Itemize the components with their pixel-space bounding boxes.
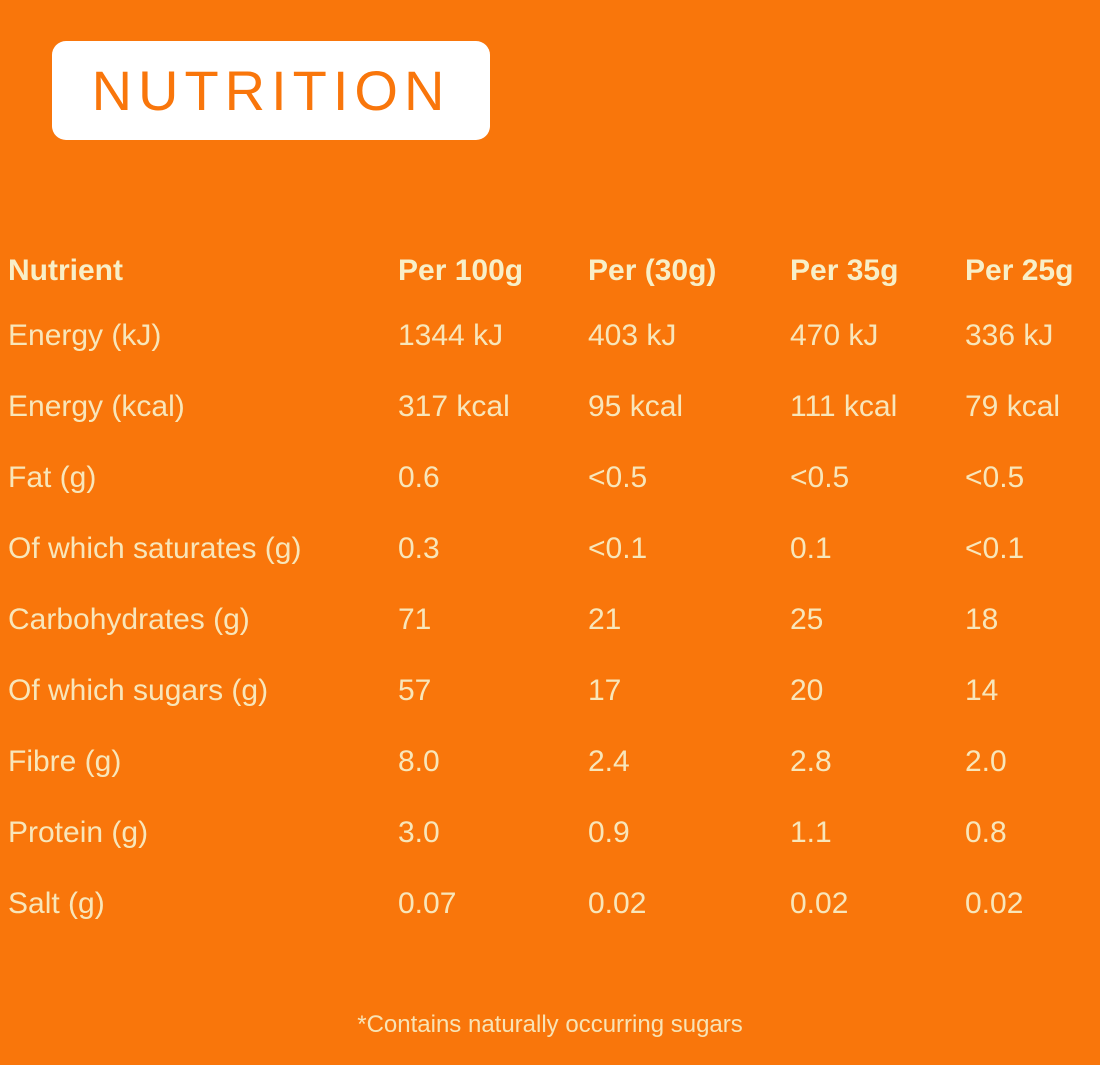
page-title: NUTRITION	[91, 59, 451, 122]
row-value: 0.02	[790, 886, 849, 920]
row-label: Energy (kJ)	[8, 318, 162, 352]
row-value: 0.07	[398, 886, 457, 920]
row-label: Of which saturates (g)	[8, 531, 302, 565]
row-label: Energy (kcal)	[8, 389, 185, 423]
row-value: 2.4	[588, 744, 630, 778]
row-value: <0.5	[965, 460, 1025, 494]
row-value: 3.0	[398, 815, 440, 849]
row-label: Carbohydrates (g)	[8, 602, 250, 636]
row-value: 1.1	[790, 815, 832, 849]
row-value: 0.02	[965, 886, 1024, 920]
row-value: 0.3	[398, 531, 440, 565]
row-value: 2.8	[790, 744, 832, 778]
row-value: 403 kJ	[588, 318, 677, 352]
row-value: 0.1	[790, 531, 832, 565]
row-label: Fat (g)	[8, 460, 97, 494]
bottom-edge-strip	[0, 1065, 1100, 1069]
row-value: 0.6	[398, 460, 440, 494]
nutrition-table: Nutrient Per 100g Per (30g) Per 35g Per …	[8, 242, 1092, 939]
row-value: 57	[398, 673, 432, 707]
row-value: <0.5	[790, 460, 850, 494]
row-label: Of which sugars (g)	[8, 673, 269, 707]
row-value: 2.0	[965, 744, 1007, 778]
row-label: Protein (g)	[8, 815, 149, 849]
column-header-per-25g: Per 25g	[965, 254, 1074, 287]
row-value: 0.8	[965, 815, 1007, 849]
row-value: 1344 kJ	[398, 318, 504, 352]
row-label: Fibre (g)	[8, 744, 122, 778]
row-value: 20	[790, 673, 824, 707]
row-value: 95 kcal	[588, 389, 684, 423]
row-value: 470 kJ	[790, 318, 879, 352]
row-value: 17	[588, 673, 622, 707]
column-header-per-30g: Per (30g)	[588, 254, 717, 287]
row-value: 317 kcal	[398, 389, 510, 423]
row-value: 8.0	[398, 744, 440, 778]
row-label: Salt (g)	[8, 886, 105, 920]
row-value: 79 kcal	[965, 389, 1061, 423]
row-value: 0.02	[588, 886, 647, 920]
row-value: 0.9	[588, 815, 630, 849]
column-header-per-35g: Per 35g	[790, 254, 899, 287]
row-value: <0.1	[588, 531, 648, 565]
row-value: 25	[790, 602, 824, 636]
row-value: 336 kJ	[965, 318, 1054, 352]
row-value: 21	[588, 602, 622, 636]
nutrition-title-box: NUTRITION	[52, 41, 490, 140]
row-value: 14	[965, 673, 999, 707]
row-value: 71	[398, 602, 432, 636]
footnote: *Contains naturally occurring sugars	[357, 1011, 743, 1038]
row-value: <0.1	[965, 531, 1025, 565]
row-value: 18	[965, 602, 999, 636]
row-value: <0.5	[588, 460, 648, 494]
column-header-nutrient: Nutrient	[8, 254, 123, 287]
row-value: 111 kcal	[790, 389, 898, 423]
column-header-per-100g: Per 100g	[398, 254, 524, 287]
